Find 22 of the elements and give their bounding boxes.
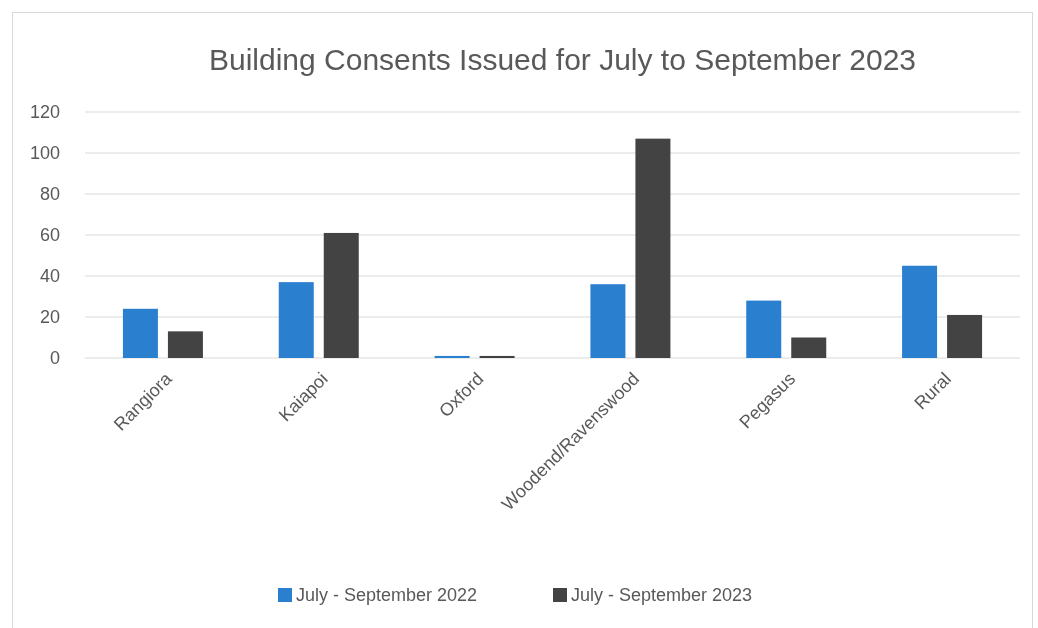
y-tick-label: 60 [39, 225, 60, 245]
legend-label: July - September 2022 [296, 585, 478, 605]
bar [278, 282, 314, 358]
bar [167, 331, 203, 358]
bar [434, 355, 470, 358]
chart-title: Building Consents Issued for July to September 2023 [208, 43, 917, 76]
y-tick-label: 20 [39, 307, 60, 327]
bar [947, 314, 983, 358]
bar [323, 232, 359, 358]
bar [635, 138, 671, 358]
bar [479, 355, 515, 358]
y-tick-label: 0 [49, 348, 60, 368]
bar [122, 308, 158, 358]
bar [902, 265, 938, 358]
bar [791, 337, 827, 358]
bar [746, 300, 782, 358]
bar [590, 284, 626, 358]
y-tick-label: 120 [29, 102, 60, 122]
legend-label: July - September 2023 [571, 585, 753, 605]
y-tick-label: 80 [39, 184, 60, 204]
y-tick-label: 100 [29, 143, 60, 163]
y-tick-label: 40 [39, 266, 60, 286]
